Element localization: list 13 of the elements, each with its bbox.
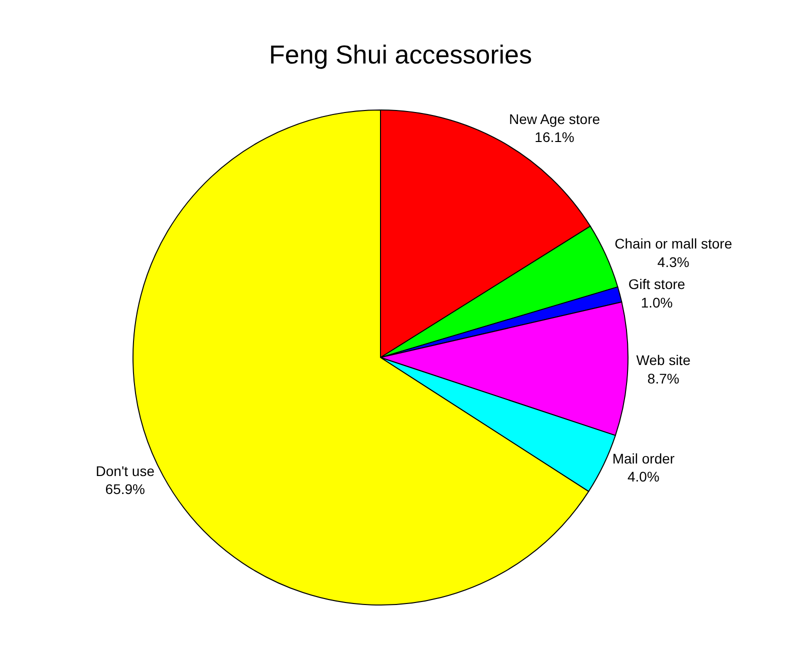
slice-label: Gift store xyxy=(628,276,686,292)
slice-label: New Age store xyxy=(508,110,600,127)
slice-label: Chain or mall store xyxy=(614,236,732,252)
data-label: 1.0% xyxy=(640,294,673,310)
slice-label: Web site xyxy=(636,352,691,368)
data-label: 16.1% xyxy=(534,129,574,146)
data-label: 4.3% xyxy=(657,254,690,270)
data-label: 65.9% xyxy=(105,481,145,498)
slice-label: Don't use xyxy=(96,462,155,479)
slice-label: Mail order xyxy=(612,450,675,466)
data-label: 4.0% xyxy=(627,468,660,485)
data-label: 8.7% xyxy=(647,370,680,386)
chart-title: Feng Shui accessories xyxy=(268,39,532,70)
